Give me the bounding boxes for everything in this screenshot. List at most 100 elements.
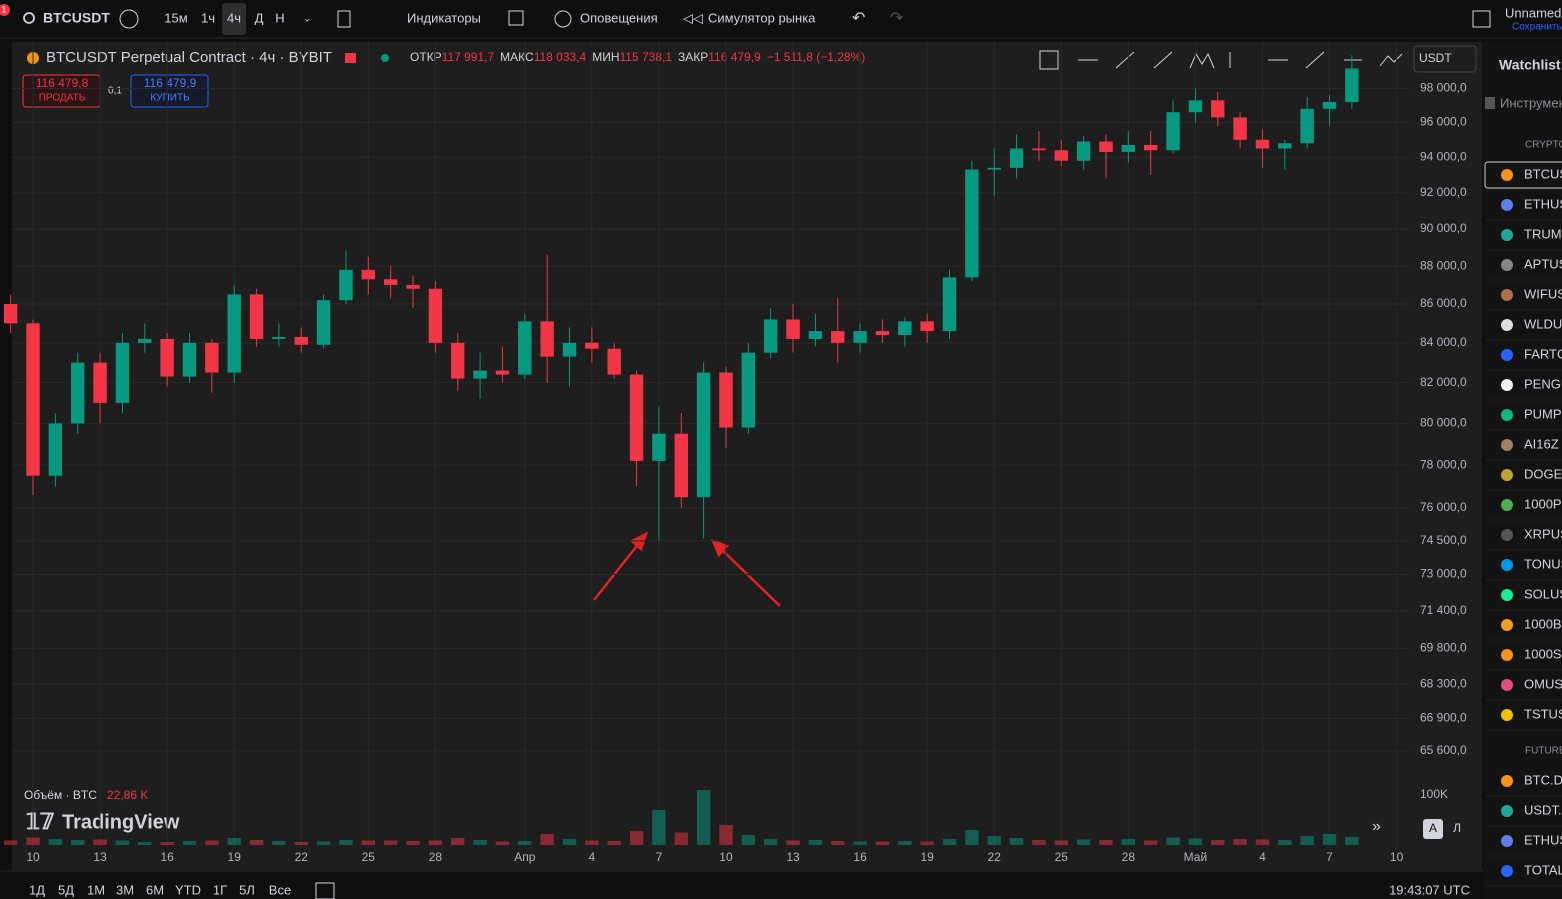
watchlist-section[interactable]: CRYPTO bbox=[1525, 140, 1562, 151]
fullscreen[interactable] bbox=[1472, 10, 1491, 28]
currency[interactable]: USDT bbox=[1419, 51, 1452, 65]
tool[interactable] bbox=[1153, 51, 1173, 69]
watchlist-section[interactable]: FUTURE bbox=[1525, 746, 1562, 757]
watchlist-symbol[interactable]: 1000S bbox=[1524, 646, 1562, 661]
volume-bar bbox=[987, 836, 1001, 845]
alert-icon[interactable] bbox=[554, 10, 572, 28]
range-button[interactable]: Все bbox=[269, 882, 291, 897]
watchlist-symbol[interactable]: TSTUS bbox=[1524, 706, 1562, 721]
candle-body bbox=[1188, 100, 1203, 113]
watchlist-symbol[interactable]: OMUSI bbox=[1524, 676, 1562, 691]
watchlist-symbol[interactable]: ETHUS bbox=[1524, 832, 1562, 847]
alerts[interactable]: Оповещения bbox=[580, 10, 658, 25]
watchlist-symbol[interactable]: TRUMI bbox=[1524, 226, 1562, 241]
watchlist-symbol[interactable]: BTC.D bbox=[1524, 772, 1562, 787]
ohlc: ОТКР117 991,7 МАКС118 033,4 МИН115 738,1 ЗА… bbox=[410, 50, 865, 64]
range-button[interactable]: 3М bbox=[116, 882, 134, 897]
scroll-right[interactable]: » bbox=[1372, 818, 1381, 835]
watchlist-symbol[interactable]: WIFUS bbox=[1524, 286, 1562, 301]
sell-price[interactable]: 116 479,8 bbox=[36, 76, 89, 90]
volume-bar bbox=[831, 841, 845, 845]
candle-body bbox=[451, 342, 465, 379]
spread: 0,1 bbox=[108, 86, 122, 97]
annotation-arrows bbox=[593, 531, 781, 607]
watchlist-symbol[interactable]: XRPUS bbox=[1524, 526, 1562, 541]
sell[interactable]: ПРОДАТЬ bbox=[39, 93, 86, 104]
currency-select[interactable] bbox=[1413, 45, 1477, 73]
y-tick-label: 94 000,0 bbox=[1420, 149, 1467, 163]
undo[interactable]: ↶ bbox=[852, 10, 865, 27]
watchlist-symbol[interactable]: 1000P bbox=[1524, 496, 1562, 511]
watchlist-symbol[interactable]: 1000B bbox=[1524, 616, 1562, 631]
tool[interactable] bbox=[1039, 50, 1059, 70]
indicators[interactable]: Индикаторы bbox=[407, 10, 481, 25]
auto-scale[interactable] bbox=[1423, 819, 1443, 839]
interval-active[interactable] bbox=[222, 3, 246, 35]
watchlist-symbol[interactable]: APTUS bbox=[1524, 256, 1562, 271]
watchlist-symbol[interactable]: USDT.I bbox=[1524, 802, 1562, 817]
watchlist-symbol[interactable]: AI16Z bbox=[1524, 436, 1559, 451]
range-button[interactable]: 1М bbox=[87, 882, 105, 897]
symbol-icon bbox=[1501, 259, 1513, 271]
symbol-icon bbox=[1501, 319, 1513, 331]
save[interactable]: Сохранить bbox=[1512, 22, 1562, 33]
range-button[interactable]: YTD bbox=[175, 882, 201, 897]
watchlist-symbol[interactable]: ETHUS bbox=[1524, 196, 1562, 211]
tool[interactable] bbox=[1115, 51, 1135, 69]
volume-bar bbox=[316, 841, 331, 845]
tool[interactable] bbox=[1189, 52, 1215, 69]
candle-body bbox=[1278, 143, 1292, 149]
interval[interactable]: 15м bbox=[164, 10, 187, 25]
watchlist-symbol[interactable]: DOGEU bbox=[1524, 466, 1562, 481]
candle-body bbox=[741, 352, 756, 428]
range-button[interactable]: 5Л bbox=[239, 882, 255, 897]
watchlist-symbol[interactable]: FARTC bbox=[1524, 346, 1562, 361]
watchlist-symbol[interactable]: PENGU bbox=[1524, 376, 1562, 391]
buy-button[interactable] bbox=[130, 74, 209, 108]
watchlist-symbol[interactable]: TOTAL bbox=[1524, 862, 1562, 877]
interval-menu[interactable]: ⌄ bbox=[303, 14, 311, 25]
add-symbol[interactable] bbox=[119, 9, 139, 29]
candle-body bbox=[383, 279, 398, 285]
buy-price[interactable]: 116 479,9 bbox=[144, 76, 197, 90]
symbol-icon bbox=[1501, 559, 1513, 571]
auto-scale-label[interactable]: A bbox=[1429, 821, 1437, 835]
candle-body bbox=[26, 323, 40, 476]
tool[interactable] bbox=[1305, 51, 1325, 69]
interval[interactable]: Д bbox=[255, 10, 264, 25]
redo[interactable]: ↷ bbox=[890, 10, 904, 27]
watchlist-search[interactable]: Инструмент bbox=[1500, 95, 1562, 110]
watchlist-symbol[interactable]: SOLUS bbox=[1524, 586, 1562, 601]
replay[interactable]: Симулятор рынка bbox=[708, 10, 816, 25]
tool[interactable] bbox=[1379, 53, 1403, 67]
range-button[interactable]: 5Д bbox=[58, 882, 74, 897]
log-scale-label[interactable]: Л bbox=[1453, 821, 1461, 835]
range-button[interactable]: 1Д bbox=[29, 882, 45, 897]
interval[interactable]: 4ч bbox=[227, 10, 241, 25]
candle-body bbox=[1143, 145, 1158, 151]
x-tick-label: 22 bbox=[988, 850, 1002, 864]
interval[interactable]: 1ч bbox=[201, 10, 215, 25]
watchlist-symbol[interactable]: BTCUS bbox=[1524, 166, 1562, 181]
search-icon[interactable] bbox=[23, 12, 35, 24]
date-picker[interactable] bbox=[315, 882, 335, 899]
arrow bbox=[593, 541, 641, 601]
volume-bar bbox=[160, 842, 174, 845]
buy[interactable]: КУПИТЬ bbox=[150, 93, 190, 104]
user[interactable]: Unnamed bbox=[1505, 5, 1561, 20]
layouts[interactable] bbox=[508, 10, 524, 26]
interval[interactable]: Н bbox=[275, 10, 284, 25]
symbol[interactable]: BTCUSDT bbox=[43, 10, 110, 26]
x-tick-label: 28 bbox=[429, 850, 443, 864]
watchlist-symbol[interactable]: PUMPI bbox=[1524, 406, 1562, 421]
drawing-tools[interactable] bbox=[1039, 50, 1403, 70]
range-button[interactable]: 6М bbox=[146, 882, 164, 897]
chart-type[interactable] bbox=[337, 10, 351, 28]
symbol-icon bbox=[1501, 649, 1513, 661]
range-button[interactable]: 1Г bbox=[213, 882, 227, 897]
flag[interactable] bbox=[345, 53, 356, 63]
replay-icon[interactable]: ◁◁ bbox=[683, 10, 703, 25]
watchlist-symbol[interactable]: WLDU: bbox=[1524, 316, 1562, 331]
search-box-icon bbox=[1485, 97, 1495, 109]
